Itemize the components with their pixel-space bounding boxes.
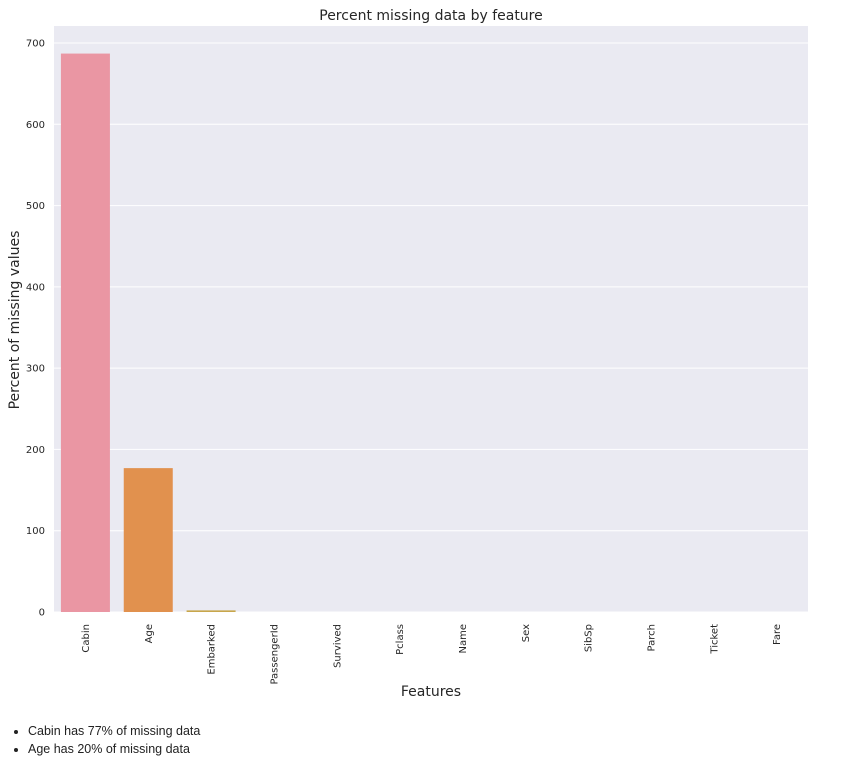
x-tick-label: Name: [458, 624, 469, 654]
y-tick-labels: 0 100 200 300 400 500 600 700: [26, 39, 45, 619]
note-item-cabin: Cabin has 77% of missing data: [28, 722, 200, 740]
x-tick-label: Embarked: [207, 624, 218, 675]
y-tick-label: 100: [26, 526, 45, 537]
x-tick-label: Ticket: [709, 624, 720, 655]
y-tick-label: 0: [39, 608, 45, 619]
y-tick-label: 300: [26, 364, 45, 375]
x-axis-label: Features: [401, 684, 461, 700]
x-tick-labels: Cabin Age Embarked PassengerId Survived Pclas…: [81, 624, 783, 685]
plot-area: [54, 26, 808, 612]
bar-chart: Percent missing data by feature 0 100 200 3…: [7, 8, 808, 700]
gridlines: [54, 42, 808, 613]
x-tick-label: Fare: [772, 624, 783, 645]
bar-cabin: [60, 53, 110, 613]
notes-list: Cabin has 77% of missing data Age has 20…: [10, 722, 200, 758]
x-tick-label: Pclass: [395, 624, 406, 655]
bars: [60, 53, 236, 613]
x-tick-label: Age: [144, 624, 155, 643]
y-axis-label: Percent of missing values: [7, 231, 23, 410]
x-tick-label: Cabin: [81, 624, 92, 653]
y-tick-label: 700: [26, 39, 45, 50]
bar-age: [123, 468, 173, 612]
x-tick-label: PassengerId: [269, 624, 280, 685]
x-tick-label: Survived: [332, 624, 343, 668]
bar-embarked: [186, 610, 236, 612]
x-tick-label: Parch: [646, 624, 657, 651]
chart-title: Percent missing data by feature: [319, 8, 543, 24]
y-tick-label: 400: [26, 282, 45, 293]
note-item-age: Age has 20% of missing data: [28, 740, 200, 758]
y-tick-label: 500: [26, 201, 45, 212]
x-tick-label: Sex: [521, 624, 532, 642]
y-tick-label: 200: [26, 445, 45, 456]
y-tick-label: 600: [26, 120, 45, 131]
x-tick-label: SibSp: [584, 624, 595, 652]
